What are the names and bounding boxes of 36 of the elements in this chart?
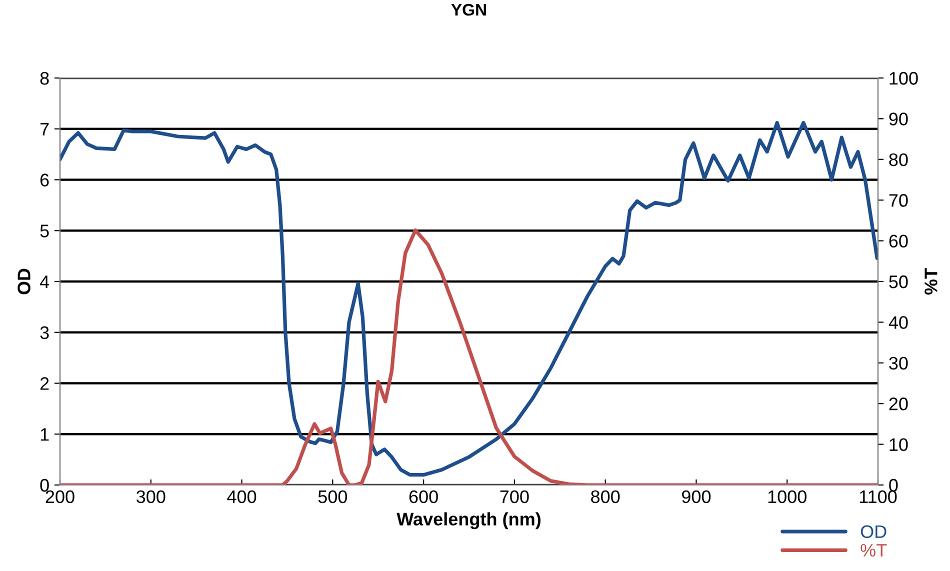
x-tick-label: 400: [227, 490, 256, 504]
y2-tick-label: 100: [890, 72, 918, 85]
y-tick-label: 8: [40, 72, 49, 85]
y2-tick-label: 30: [889, 356, 908, 370]
y2-tick-label: 10: [890, 438, 908, 452]
y-axis-title: OD: [18, 268, 30, 294]
y-tick-label: 6: [40, 174, 49, 186]
y2-tick-label: 20: [889, 398, 908, 410]
legend-label: %T: [860, 544, 887, 557]
chart-title: YGN: [451, 4, 486, 16]
y2-tick-label: 70: [889, 194, 908, 207]
y2-tick-label: 60: [889, 234, 908, 248]
y2-tick-label: 50: [889, 275, 908, 288]
line-series: [60, 120, 878, 477]
x-tick-label: 700: [500, 490, 529, 504]
y2-axis-title: %T: [924, 268, 938, 295]
y2-tick-label: 80: [889, 153, 908, 166]
y-tick-label: 7: [40, 122, 49, 136]
x-tick-label: 300: [136, 490, 166, 504]
y-tick-label: 5: [40, 224, 49, 238]
x-tick-label: 600: [409, 490, 438, 504]
y-tick-label: 2: [40, 377, 49, 390]
y2-tick-label: 40: [888, 316, 908, 329]
y-tick-label: 1: [40, 428, 49, 441]
x-tick-label: 800: [591, 490, 620, 504]
x-tick-label: 1100: [860, 490, 897, 504]
x-tick-label: 900: [682, 490, 711, 504]
y2-tick-label: 90: [889, 112, 908, 126]
y-tick-label: 3: [40, 326, 49, 340]
x-tick-label: 200: [46, 490, 74, 504]
y-tick-label: 4: [40, 276, 50, 288]
x-tick-label: 500: [318, 490, 348, 504]
x-axis-title: Wavelength (nm): [396, 512, 540, 530]
y-tick-label: 0: [40, 478, 49, 492]
x-tick-label: 1000: [768, 490, 806, 504]
legend-label: OD: [860, 525, 886, 538]
